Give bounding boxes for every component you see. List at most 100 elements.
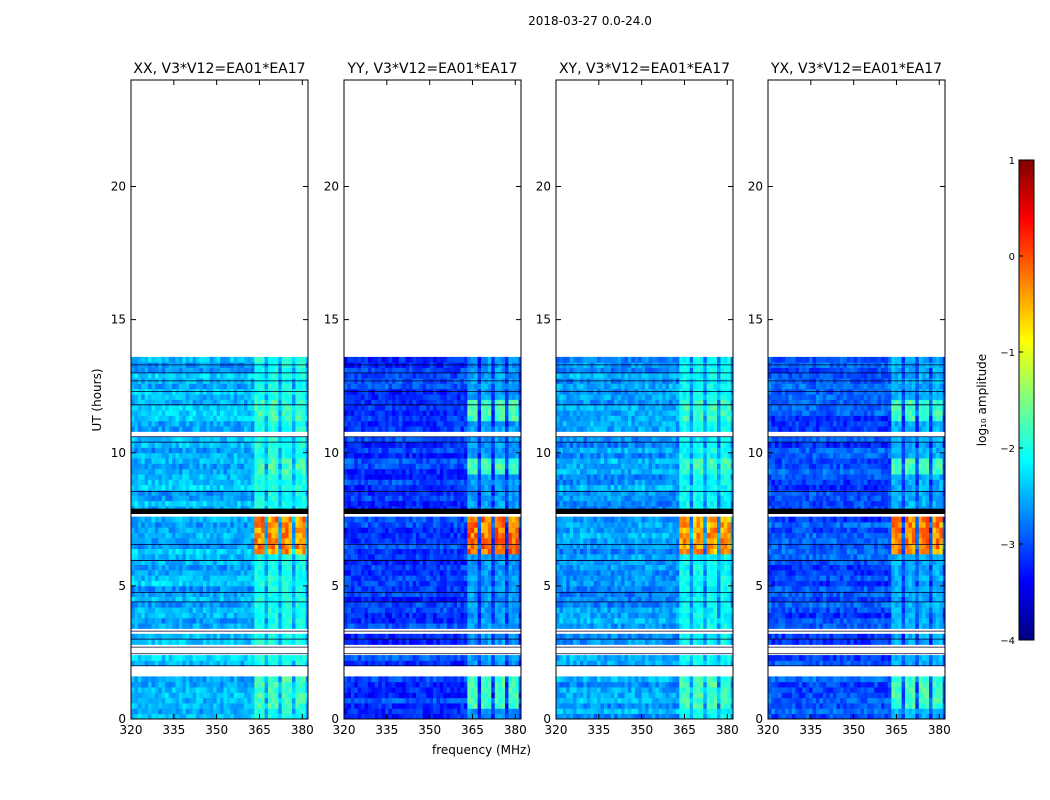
- heatmap-cell: [165, 575, 170, 581]
- heatmap-cell: [354, 596, 359, 603]
- heatmap-cell: [298, 532, 303, 539]
- heatmap-cell: [278, 687, 283, 693]
- heatmap-cell: [443, 543, 448, 549]
- heatmap-cell: [213, 623, 218, 629]
- heatmap-cell: [305, 426, 308, 432]
- heatmap-cell: [385, 601, 389, 608]
- heatmap-cell: [223, 708, 228, 715]
- heatmap-cell: [371, 559, 376, 565]
- heatmap-cell: [350, 532, 355, 539]
- heatmap-cell: [295, 543, 300, 549]
- heatmap-cell: [405, 585, 410, 592]
- heatmap-cell: [378, 660, 383, 667]
- heatmap-cell: [250, 612, 255, 619]
- heatmap-cell: [172, 532, 176, 539]
- heatmap-cell: [453, 596, 458, 603]
- heatmap-cell: [216, 415, 221, 422]
- heatmap-cell: [460, 569, 465, 576]
- heatmap-cell: [213, 607, 218, 613]
- heatmap-cell: [446, 687, 451, 693]
- heatmap-cell: [481, 708, 485, 715]
- heatmap-cell: [226, 356, 231, 363]
- heatmap-cell: [209, 356, 214, 363]
- heatmap-cell: [254, 591, 259, 597]
- heatmap-cell: [508, 521, 513, 528]
- heatmap-cell: [515, 569, 520, 576]
- heatmap-cell: [474, 580, 479, 587]
- heatmap-cell: [178, 575, 183, 581]
- heatmap-cell: [419, 553, 424, 560]
- heatmap-cell: [154, 410, 159, 416]
- heatmap-cell: [244, 708, 248, 715]
- heatmap-cell: [268, 356, 272, 363]
- heatmap-cell: [192, 692, 197, 699]
- heatmap-cell: [268, 479, 272, 486]
- heatmap-cell: [453, 569, 458, 576]
- heatmap-cell: [237, 617, 242, 624]
- heatmap-cell: [302, 569, 307, 576]
- heatmap-cell: [202, 410, 207, 416]
- heatmap-cell: [172, 383, 176, 390]
- heatmap-cell: [182, 356, 187, 363]
- heatmap-cell: [244, 633, 248, 640]
- heatmap-cell: [429, 543, 434, 549]
- heatmap-cell: [230, 490, 235, 496]
- heatmap-cell: [364, 623, 369, 629]
- heatmap-cell: [223, 394, 228, 400]
- heatmap-cell: [189, 394, 194, 400]
- heatmap-cell: [165, 521, 170, 528]
- heatmap-cell: [264, 521, 269, 528]
- heatmap-cell: [189, 687, 194, 693]
- heatmap-cell: [361, 676, 365, 683]
- heatmap-cell: [429, 580, 434, 587]
- heatmap-cell: [206, 548, 211, 555]
- heatmap-cell: [285, 681, 289, 688]
- heatmap-cell: [419, 697, 424, 704]
- heatmap-cell: [165, 612, 170, 619]
- heatmap-cell: [206, 687, 211, 693]
- heatmap-cell: [374, 713, 379, 719]
- heatmap-cell: [172, 410, 176, 416]
- heatmap-cell: [131, 601, 135, 608]
- heatmap-cell: [350, 692, 355, 699]
- heatmap-cell: [131, 548, 135, 555]
- heatmap-cell: [175, 601, 180, 608]
- heatmap-cell: [199, 372, 204, 379]
- heatmap-cell: [347, 575, 352, 581]
- heatmap-cell: [247, 442, 252, 448]
- heatmap-cell: [505, 623, 509, 629]
- heatmap-cell: [144, 543, 149, 549]
- heatmap-cell: [131, 713, 135, 719]
- heatmap-cell: [261, 356, 266, 363]
- heatmap-cell: [446, 591, 451, 597]
- heatmap-cell: [268, 580, 272, 587]
- heatmap-cell: [178, 532, 183, 539]
- heatmap-cell: [134, 612, 139, 619]
- heatmap-cell: [199, 601, 204, 608]
- heatmap-cell: [264, 415, 269, 422]
- heatmap-cell: [285, 596, 289, 603]
- heatmap-cell: [202, 442, 207, 448]
- heatmap-cell: [261, 633, 266, 640]
- heatmap-cell: [233, 708, 238, 715]
- heatmap-cell: [178, 703, 183, 709]
- heatmap-cell: [281, 537, 286, 544]
- heatmap-cell: [481, 612, 485, 619]
- heatmap-cell: [474, 633, 479, 640]
- heatmap-cell: [395, 623, 400, 629]
- heatmap-cell: [141, 708, 146, 715]
- heatmap-cell: [295, 426, 300, 432]
- heatmap-cell: [460, 580, 465, 587]
- heatmap-cell: [209, 564, 214, 571]
- heatmap-cell: [433, 537, 437, 544]
- heatmap-cell: [144, 681, 149, 688]
- heatmap-cell: [378, 559, 383, 565]
- heatmap-cell: [298, 436, 303, 443]
- heatmap-cell: [302, 585, 307, 592]
- heatmap-cell: [151, 569, 156, 576]
- heatmap-cell: [261, 537, 266, 544]
- heatmap-cell: [491, 687, 496, 693]
- heatmap-cell: [385, 564, 389, 571]
- heatmap-cell: [378, 548, 383, 555]
- heatmap-cell: [395, 681, 400, 688]
